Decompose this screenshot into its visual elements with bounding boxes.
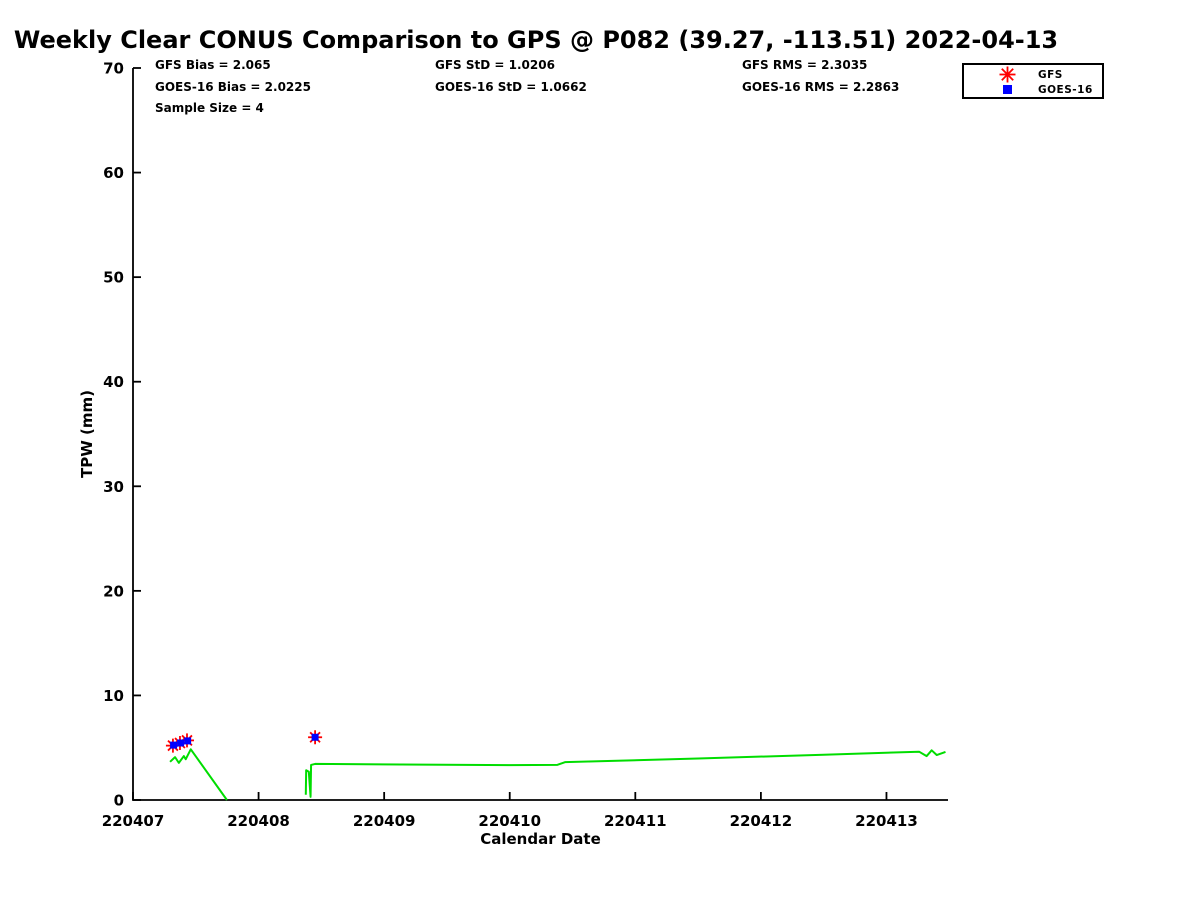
axes [132,67,948,801]
legend: GFS GOES-16 [962,63,1104,99]
stat-goes16-bias: GOES-16 Bias = 2.0225 [155,80,311,94]
square-marker [311,733,319,741]
legend-item-gfs: GFS [964,66,1102,83]
stat-gfs-std: GFS StD = 1.0206 [435,58,555,72]
square-marker [184,737,192,745]
stat-goes16-std: GOES-16 StD = 1.0662 [435,80,587,94]
y-tick-label: 10 [103,687,124,705]
tick-labels: 220407 220408 220409 220410 220411 220412 2204… [102,60,918,831]
series-gps [169,748,946,801]
stat-gfs-rms: GFS RMS = 2.3035 [742,58,868,72]
y-tick-label: 0 [114,792,124,810]
stat-gfs-bias: GFS Bias = 2.065 [155,58,271,72]
chart-title: Weekly Clear CONUS Comparison to GPS @ P… [13,26,1059,54]
y-axis-label: TPW (mm) [78,390,96,478]
goes16-square-icon [998,82,1016,97]
y-tick-label: 20 [103,582,124,600]
legend-label-goes16: GOES-16 [1038,83,1093,96]
gfs-asterisk-icon [998,66,1016,83]
y-tick-label: 30 [103,478,124,496]
x-tick-label: 220412 [730,812,793,830]
legend-label-gfs: GFS [1038,68,1063,81]
x-axis-label: Calendar Date [480,830,601,848]
x-tick-label: 220407 [102,812,165,830]
x-tick-label: 220413 [855,812,918,830]
square-marker [177,739,185,747]
stat-goes16-rms: GOES-16 RMS = 2.2863 [742,80,900,94]
legend-item-goes16: GOES-16 [964,82,1102,97]
stat-sample-size: Sample Size = 4 [155,101,264,115]
y-tick-label: 70 [103,60,124,78]
x-tick-label: 220411 [604,812,667,830]
series-goes-16 [170,733,319,749]
x-tick-label: 220410 [478,812,541,830]
y-tick-label: 50 [103,269,124,287]
x-tick-label: 220408 [227,812,290,830]
y-tick-label: 40 [103,373,124,391]
square-marker [170,741,178,749]
y-tick-label: 60 [103,164,124,182]
x-tick-label: 220409 [353,812,416,830]
